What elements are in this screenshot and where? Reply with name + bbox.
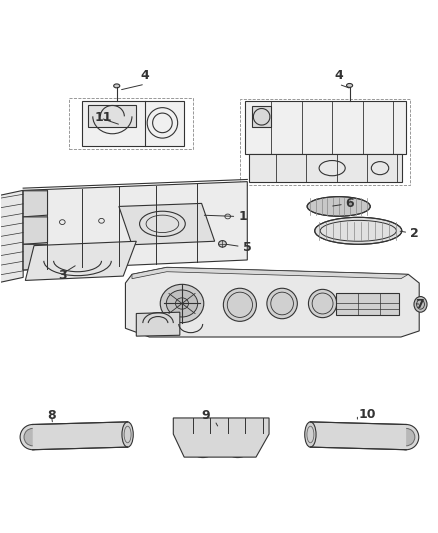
Polygon shape <box>250 154 402 182</box>
Ellipse shape <box>346 84 353 87</box>
Ellipse shape <box>176 298 188 309</box>
Ellipse shape <box>24 429 42 446</box>
Text: 9: 9 <box>201 409 210 422</box>
Text: 4: 4 <box>141 69 149 83</box>
Polygon shape <box>23 191 47 217</box>
Ellipse shape <box>223 288 256 321</box>
Text: 8: 8 <box>47 409 56 422</box>
Polygon shape <box>119 204 215 245</box>
Polygon shape <box>136 312 180 336</box>
Polygon shape <box>252 107 271 127</box>
Polygon shape <box>23 217 47 244</box>
Polygon shape <box>132 268 408 279</box>
Polygon shape <box>33 422 127 450</box>
Ellipse shape <box>414 296 427 312</box>
Text: 11: 11 <box>95 111 113 124</box>
Ellipse shape <box>122 422 133 447</box>
Ellipse shape <box>397 429 415 446</box>
Ellipse shape <box>20 424 46 450</box>
Ellipse shape <box>307 197 370 216</box>
Polygon shape <box>23 182 247 270</box>
Ellipse shape <box>219 240 226 247</box>
Polygon shape <box>125 268 419 337</box>
Text: 2: 2 <box>410 228 419 240</box>
Ellipse shape <box>308 289 337 318</box>
Text: 4: 4 <box>334 69 343 83</box>
Polygon shape <box>88 106 136 127</box>
Text: 7: 7 <box>415 298 424 311</box>
Polygon shape <box>311 422 406 450</box>
Polygon shape <box>245 101 406 154</box>
Ellipse shape <box>267 288 297 319</box>
Ellipse shape <box>188 428 218 457</box>
Ellipse shape <box>223 428 253 457</box>
Ellipse shape <box>192 432 213 453</box>
Ellipse shape <box>315 217 402 244</box>
Bar <box>240 99 410 184</box>
Polygon shape <box>0 190 23 284</box>
Ellipse shape <box>166 290 198 317</box>
Ellipse shape <box>393 424 419 450</box>
Polygon shape <box>173 418 269 457</box>
Polygon shape <box>25 241 136 280</box>
Text: 1: 1 <box>239 210 247 223</box>
Bar <box>69 98 193 149</box>
Ellipse shape <box>305 422 316 447</box>
Ellipse shape <box>114 84 120 88</box>
Polygon shape <box>23 244 47 270</box>
Text: 5: 5 <box>243 241 252 254</box>
Text: 10: 10 <box>358 408 376 421</box>
Text: 3: 3 <box>58 269 67 282</box>
Ellipse shape <box>227 432 248 453</box>
Bar <box>336 293 399 315</box>
Ellipse shape <box>160 284 204 322</box>
Polygon shape <box>82 101 184 146</box>
Text: 6: 6 <box>345 197 354 210</box>
